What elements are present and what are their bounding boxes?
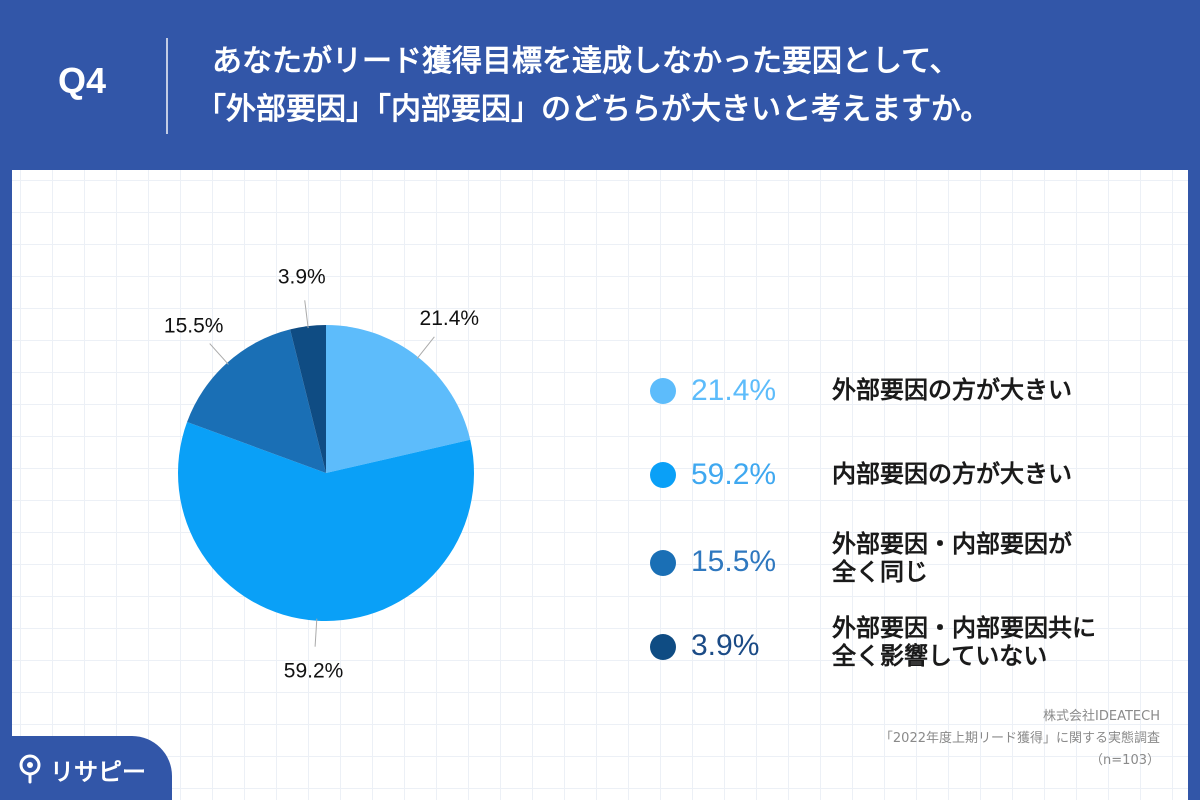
- question-line-2: 「外部要因」「内部要因」のどちらが大きいと考えますか。: [196, 92, 991, 127]
- source-company: 株式会社IDEATECH: [1043, 709, 1160, 724]
- brand-logo: リサピー: [0, 736, 172, 800]
- legend-dot-both-same: [650, 550, 676, 576]
- legend-label-internal-larger: 内部要因の方が大きい: [832, 460, 1072, 488]
- legend-item-internal-larger: 59.2% 内部要因の方が大きい: [647, 446, 1187, 516]
- data-label-no-impact: 3.9%: [278, 265, 326, 288]
- legend-pct-no-impact: 3.9%: [691, 629, 760, 662]
- leader-line-internal-larger: [314, 618, 318, 647]
- data-label-internal-larger: 59.2%: [284, 660, 344, 683]
- header: Q4 あなたがリード獲得目標を達成しなかった要因として、 「外部要因」「内部要因…: [0, 0, 1200, 170]
- leader-line-both-same: [209, 343, 229, 365]
- chart-panel: 21.4% 59.2% 15.5% 3.9% 21.4% 外部要因の方が大きい 59.…: [12, 170, 1188, 800]
- pie-slice-both-same: [187, 329, 326, 473]
- pie-chart: 21.4% 59.2% 15.5% 3.9%: [164, 265, 480, 683]
- legend-pct-external-larger: 21.4%: [691, 374, 777, 407]
- source-survey: 「2022年度上期リード獲得」に関する実態調査: [879, 731, 1160, 746]
- pie-slice-external-larger: [326, 325, 471, 473]
- source-note: 株式会社IDEATECH 「2022年度上期リード獲得」に関する実態調査 （n=…: [880, 706, 1160, 772]
- pie-slice-internal-larger: [177, 421, 475, 622]
- legend-label-no-impact: 外部要因・内部要因共に 全く影響していない: [832, 614, 1096, 670]
- pie-slice-no-impact: [290, 325, 326, 473]
- legend-label-external-larger: 外部要因の方が大きい: [832, 376, 1072, 404]
- legend-pct-internal-larger: 59.2%: [691, 458, 777, 491]
- data-label-external-larger: 21.4%: [420, 307, 480, 330]
- brand-name: リサピー: [50, 758, 146, 786]
- question-title: あなたがリード獲得目標を達成しなかった要因として、 「外部要因」「内部要因」のど…: [196, 38, 1176, 134]
- legend-label-both-same: 外部要因・内部要因が 全く同じ: [832, 530, 1072, 586]
- legend-pct-both-same: 15.5%: [691, 545, 777, 578]
- legend-item-external-larger: 21.4% 外部要因の方が大きい: [647, 362, 1187, 432]
- legend-dot-external-larger: [650, 378, 676, 404]
- legend-dot-no-impact: [650, 634, 676, 660]
- location-pin-icon: [19, 754, 41, 784]
- data-label-both-same: 15.5%: [164, 315, 224, 338]
- legend-item-no-impact: 3.9% 外部要因・内部要因共に 全く影響していない: [647, 614, 1187, 684]
- question-number: Q4: [58, 60, 107, 101]
- header-divider: [166, 38, 168, 134]
- question-line-1: あなたがリード獲得目標を達成しなかった要因として、: [212, 44, 960, 79]
- legend-item-both-same: 15.5% 外部要因・内部要因が 全く同じ: [647, 530, 1187, 600]
- leader-line-external-larger: [416, 336, 435, 360]
- legend-dot-internal-larger: [650, 462, 676, 488]
- source-sample: （n=103）: [1090, 753, 1160, 768]
- leader-line-no-impact: [304, 300, 309, 329]
